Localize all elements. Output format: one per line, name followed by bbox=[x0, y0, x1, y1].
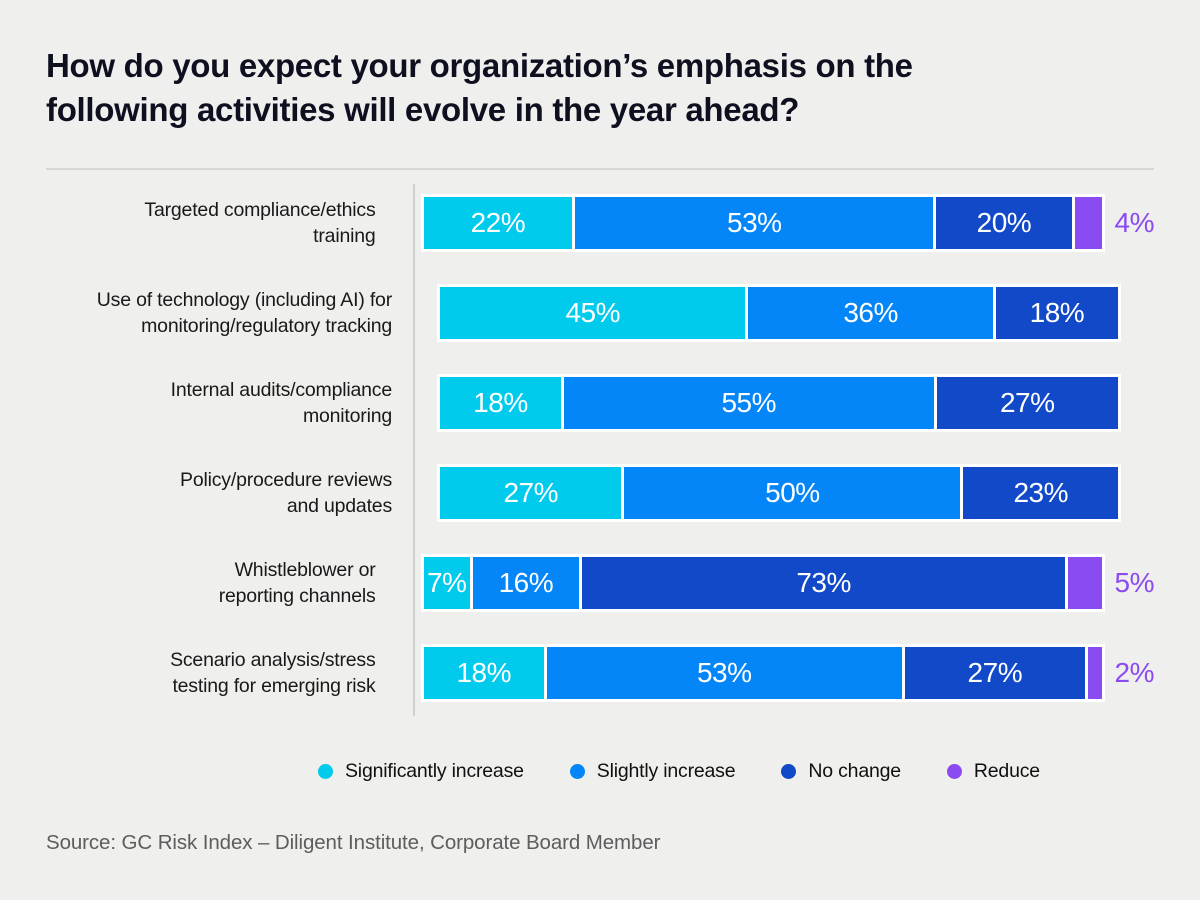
row-label-line: reporting channels bbox=[218, 585, 376, 608]
title-divider bbox=[46, 168, 1154, 171]
bar-segment-slightly-increase: 53% bbox=[575, 197, 934, 250]
bar-wrap: 18% 53% 27% 2% bbox=[420, 644, 1155, 703]
segment-value-label-outside: 4% bbox=[1114, 207, 1155, 239]
bar-wrap: 45% 36% 18% bbox=[437, 284, 1121, 343]
row-label-line: Use of technology (including AI) for bbox=[96, 289, 392, 312]
row-label-line: testing for emerging risk bbox=[172, 675, 376, 698]
legend-label: No change bbox=[808, 760, 901, 783]
bar-segment-no-change: 18% bbox=[995, 287, 1118, 340]
stacked-bar: 7% 16% 73% bbox=[420, 554, 1105, 613]
stacked-bar: 22% 53% 20% bbox=[420, 194, 1105, 253]
bar-segment-significantly-increase: 7% bbox=[423, 557, 470, 610]
row-label: Use of technology (including AI) for moni… bbox=[46, 287, 392, 339]
bar-wrap: 18% 55% 27% bbox=[437, 374, 1121, 433]
row-label-line: Policy/procedure reviews bbox=[180, 469, 392, 492]
bar-wrap: 27% 50% 23% bbox=[437, 464, 1121, 523]
chart-row: Targeted compliance/ethics training 22% 53… bbox=[46, 178, 1155, 268]
bar-segment-significantly-increase: 18% bbox=[423, 647, 544, 700]
bar-segment-significantly-increase: 18% bbox=[440, 377, 561, 430]
legend-item-significantly-increase: Significantly increase bbox=[318, 760, 524, 783]
category-axis-line bbox=[413, 184, 415, 717]
bar-segment-slightly-increase: 55% bbox=[563, 377, 934, 430]
chart-row: Use of technology (including AI) for moni… bbox=[46, 268, 1154, 358]
row-label-line: Scenario analysis/stress bbox=[170, 649, 376, 672]
row-label-line: Internal audits/compliance bbox=[170, 379, 393, 402]
row-label: Targeted compliance/ethics training bbox=[46, 197, 376, 249]
bar-segment-reduce bbox=[1088, 647, 1102, 700]
row-label-line: Whistleblower or bbox=[234, 559, 376, 582]
bar-wrap: 7% 16% 73% 5% bbox=[420, 554, 1155, 613]
stacked-bar-chart: Targeted compliance/ethics training 22% 53… bbox=[46, 178, 1155, 718]
segment-value-label-outside: 2% bbox=[1114, 657, 1155, 689]
stacked-bar: 27% 50% 23% bbox=[437, 464, 1121, 523]
legend-item-no-change: No change bbox=[781, 760, 901, 783]
row-label-line: Targeted compliance/ethics bbox=[144, 199, 376, 222]
bar-segment-slightly-increase: 16% bbox=[472, 557, 579, 610]
stacked-bar: 18% 53% 27% bbox=[420, 644, 1105, 703]
legend-label: Reduce bbox=[973, 760, 1040, 783]
legend-item-slightly-increase: Slightly increase bbox=[569, 760, 736, 783]
legend-label: Slightly increase bbox=[596, 760, 736, 783]
bar-segment-no-change: 73% bbox=[581, 557, 1066, 610]
legend-item-reduce: Reduce bbox=[946, 760, 1040, 783]
legend-dot-icon bbox=[569, 764, 585, 780]
row-label: Policy/procedure reviews and updates bbox=[46, 467, 392, 519]
bars: Targeted compliance/ethics training 22% 53… bbox=[46, 178, 1155, 718]
bar-segment-no-change: 23% bbox=[963, 467, 1118, 520]
stacked-bar: 18% 55% 27% bbox=[437, 374, 1121, 433]
chart-row: Scenario analysis/stress testing for emer… bbox=[46, 628, 1155, 718]
bar-segment-reduce bbox=[1068, 557, 1102, 610]
bar-segment-no-change: 27% bbox=[904, 647, 1086, 700]
bar-segment-slightly-increase: 50% bbox=[624, 467, 961, 520]
source-text: Source: GC Risk Index – Diligent Institu… bbox=[46, 831, 661, 855]
legend: Significantly increase Slightly increase… bbox=[318, 760, 1154, 783]
legend-dot-icon bbox=[946, 764, 962, 780]
bar-segment-slightly-increase: 53% bbox=[546, 647, 902, 700]
row-label: Whistleblower or reporting channels bbox=[46, 557, 376, 609]
row-label-line: training bbox=[313, 225, 376, 248]
bar-segment-no-change: 20% bbox=[936, 197, 1072, 250]
bar-segment-reduce bbox=[1074, 197, 1102, 250]
legend-dot-icon bbox=[781, 764, 797, 780]
bar-segment-significantly-increase: 27% bbox=[440, 467, 622, 520]
chart-row: Internal audits/compliance monitoring 18%… bbox=[46, 358, 1154, 448]
row-label-line: monitoring/regulatory tracking bbox=[141, 315, 392, 338]
row-label-line: monitoring bbox=[302, 405, 392, 428]
stacked-bar: 45% 36% 18% bbox=[437, 284, 1121, 343]
legend-dot-icon bbox=[318, 764, 333, 780]
row-label: Scenario analysis/stress testing for emer… bbox=[46, 647, 376, 699]
bar-wrap: 22% 53% 20% 4% bbox=[420, 194, 1155, 253]
chart-title-line-2: following activities will evolve in the … bbox=[46, 91, 800, 129]
bar-segment-slightly-increase: 36% bbox=[748, 287, 993, 340]
segment-value-label-outside: 5% bbox=[1114, 567, 1155, 599]
bar-segment-no-change: 27% bbox=[936, 377, 1118, 430]
chart-title: How do you expect your organization’s em… bbox=[46, 0, 1154, 132]
chart-row: Policy/procedure reviews and updates 27% 5… bbox=[46, 448, 1154, 538]
row-label: Internal audits/compliance monitoring bbox=[46, 377, 393, 429]
bar-segment-significantly-increase: 22% bbox=[423, 197, 573, 250]
row-label-line: and updates bbox=[286, 495, 392, 518]
legend-label: Significantly increase bbox=[345, 760, 524, 783]
chart-title-line-1: How do you expect your organization’s em… bbox=[46, 47, 913, 84]
chart-row: Whistleblower or reporting channels 7% 16%… bbox=[46, 538, 1155, 628]
bar-segment-significantly-increase: 45% bbox=[440, 287, 746, 340]
